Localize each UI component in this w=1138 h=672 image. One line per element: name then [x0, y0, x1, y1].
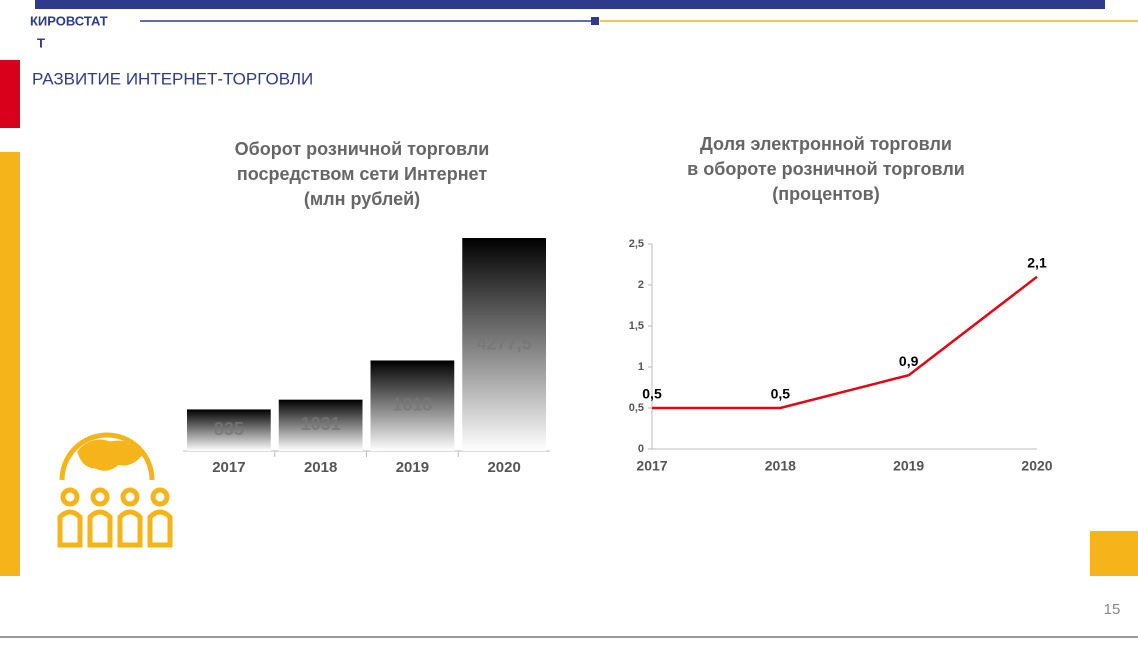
chart-title: посредством сети Интернет [237, 164, 488, 184]
x-tick-label: 2020 [1021, 458, 1052, 474]
page-number: 15 [1104, 601, 1121, 618]
bar [370, 360, 455, 451]
bar [278, 399, 363, 451]
x-tick-label: 2017 [636, 458, 667, 474]
slide-title: РАЗВИТИЕ ИНТЕРНЕТ-ТОРГОВЛИ [32, 69, 313, 88]
y-tick-label: 1 [638, 361, 644, 373]
icon [57, 432, 173, 548]
chart-title: в обороте розничной торговли [687, 159, 965, 179]
org-name: Т [37, 35, 45, 50]
chart-title: (процентов) [772, 184, 879, 204]
value-label: 1818 [392, 394, 432, 414]
y-tick-label: 0,5 [629, 402, 644, 414]
y-tick-label: 2 [638, 279, 644, 291]
chart-title: Доля электронной торговли [700, 134, 952, 154]
x-tick-label: 2018 [765, 458, 796, 474]
value-label: 0,9 [899, 353, 919, 369]
y-tick-label: 2,5 [629, 238, 644, 250]
yellow-bar [0, 152, 20, 576]
y-tick-label: 1,5 [629, 320, 644, 332]
red-marker [0, 60, 20, 128]
top-band [35, 0, 1105, 9]
value-label: 0,5 [771, 386, 791, 402]
org-name: КИРОВСТАТ [30, 13, 108, 28]
x-tick-label: 2018 [304, 459, 337, 476]
x-tick-label: 2017 [212, 459, 245, 476]
value-label: 835 [214, 419, 244, 439]
y-tick-label: 0 [638, 443, 644, 455]
chart-title: Оборот розничной торговли [235, 139, 490, 159]
bar [187, 409, 271, 451]
value-label: 0,5 [642, 386, 662, 402]
x-tick-label: 2019 [893, 458, 924, 474]
chart-title: (млн рублей) [304, 189, 420, 209]
value-label: 4277,5 [477, 333, 532, 353]
header-dot [591, 17, 599, 25]
x-tick-label: 2019 [396, 459, 429, 476]
yellow-square [1090, 531, 1138, 576]
line [652, 275, 1038, 410]
value-label: 1031 [301, 414, 341, 434]
bar [462, 238, 546, 451]
x-tick-label: 2020 [487, 459, 520, 476]
value-label: 2,1 [1027, 255, 1047, 271]
